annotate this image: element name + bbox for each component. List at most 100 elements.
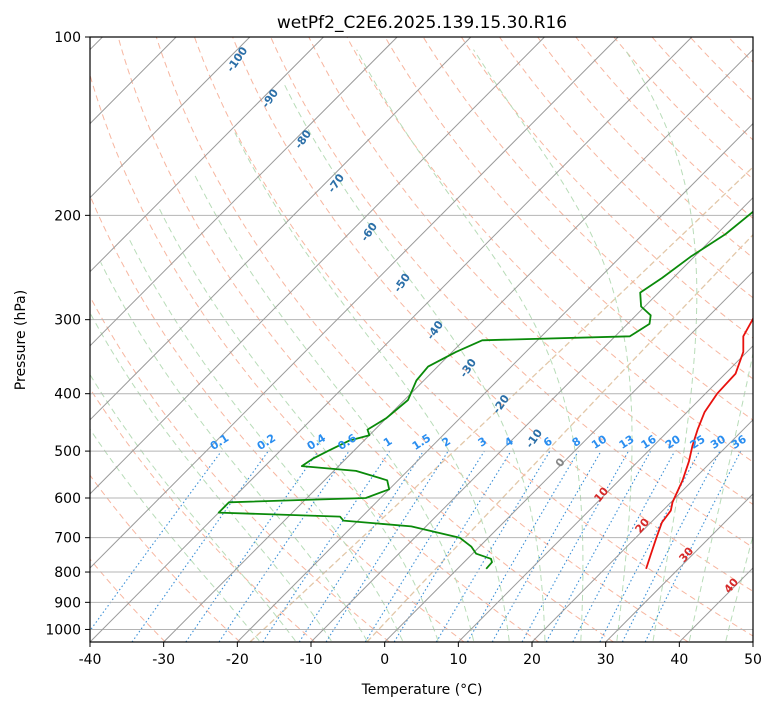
dry-adiabat-line <box>117 37 614 642</box>
plot-area: 0.1 0.2 0.4 0.6 1 1.5 2 3 4 6 8 10 13 16 20 25 30 36-100-… <box>45 30 775 668</box>
dry-adiabat-label: -20 <box>490 392 512 416</box>
dewpoint-profile-line <box>217 210 753 570</box>
mixing-ratio-label: 8 <box>570 435 584 450</box>
moist-adiabat-line <box>356 49 584 641</box>
dry-adiabat-line <box>90 474 241 642</box>
dry-adiabat-line <box>346 37 753 463</box>
mixing-ratio-line <box>435 450 551 642</box>
temperature-profile-line <box>645 316 753 570</box>
moist-adiabat-line <box>129 239 403 641</box>
dry-adiabat-line <box>90 387 316 642</box>
moist-adiabat-line <box>234 132 510 641</box>
dry-adiabat-line <box>651 37 753 141</box>
x-tick-label: 50 <box>744 652 762 668</box>
moist-adiabat-line <box>688 351 753 641</box>
dry-adiabat-line <box>90 295 390 642</box>
y-tick-label: 300 <box>54 313 81 329</box>
dry-adiabat-label: -60 <box>358 220 380 244</box>
y-tick-label: 100 <box>54 30 81 46</box>
dry-adiabat-line <box>727 37 753 63</box>
isotherm-gridline <box>90 37 398 347</box>
x-tick-label: -30 <box>152 652 175 668</box>
mixing-ratio-label: 30 <box>708 432 728 451</box>
plot-clip-group <box>90 37 775 642</box>
mixing-ratio-line <box>298 450 424 642</box>
isotherm-gridline <box>90 37 324 273</box>
isotherm-gridline <box>752 641 753 642</box>
mixing-ratio-label: 20 <box>663 432 683 451</box>
mixing-ratio-label: 0.1 <box>208 431 231 453</box>
dry-adiabat-line <box>194 37 753 637</box>
mixing-ratio-line <box>262 450 391 642</box>
dry-adiabat-line <box>384 37 753 421</box>
dry-adiabat-label: -30 <box>457 356 479 380</box>
dry-adiabat-label: -80 <box>292 127 314 151</box>
mixing-ratio-label: 2 <box>440 435 454 450</box>
isotherm-gridline <box>457 345 753 642</box>
moist-adiabat-label: 10 <box>591 484 611 504</box>
background-curve <box>366 233 753 642</box>
dry-adiabat-label: -70 <box>325 171 347 195</box>
isotherm-gridline <box>90 37 693 642</box>
moist-adiabat-line <box>100 262 368 642</box>
mixing-ratio-line <box>90 450 222 632</box>
dry-adiabat-line <box>689 37 753 102</box>
isotherm-gridline <box>163 48 753 642</box>
isotherm-gridline <box>90 37 251 199</box>
mixing-ratio-label: 13 <box>617 433 637 452</box>
y-tick-label: 1000 <box>45 622 81 638</box>
dry-adiabat-line <box>155 37 689 642</box>
isotherm-gridline <box>605 493 753 642</box>
x-tick-label: 20 <box>523 652 541 668</box>
y-tick-label: 800 <box>54 565 81 581</box>
isotherm-gridline <box>90 37 472 421</box>
background-curve <box>249 166 753 642</box>
moist-adiabat-label: 40 <box>721 575 741 595</box>
mixing-ratio-label: 36 <box>729 432 749 451</box>
mixing-ratio-label: 10 <box>589 432 609 451</box>
dry-adiabat-line <box>90 73 540 642</box>
mixing-ratio-label: 3 <box>476 435 490 450</box>
moist-adiabat-line <box>725 534 753 641</box>
moist-adiabat-line <box>90 311 332 642</box>
dry-adiabat-line <box>537 37 753 259</box>
y-tick-label: 500 <box>54 444 81 460</box>
x-tick-label: -10 <box>300 652 323 668</box>
mixing-ratio-label: 1.5 <box>410 431 433 453</box>
moist-adiabat-line <box>193 173 475 641</box>
x-tick-label: 0 <box>380 652 389 668</box>
isotherm-gridline <box>310 196 753 642</box>
moist-adiabat-line <box>90 428 260 642</box>
dry-adiabat-line <box>232 37 753 592</box>
mixing-ratio-line <box>393 450 512 642</box>
mixing-ratio-line <box>185 450 319 642</box>
moist-adiabat-line <box>473 49 633 641</box>
isotherm-gridline <box>90 37 545 495</box>
dry-adiabat-line <box>422 37 753 380</box>
isotherm-gridline <box>90 37 619 569</box>
y-tick-label: 600 <box>54 491 81 507</box>
x-tick-label: -40 <box>79 652 102 668</box>
moist-adiabat-label: 30 <box>676 544 696 564</box>
mixing-ratio-label: 25 <box>688 433 708 452</box>
x-axis-label: Temperature (°C) <box>361 682 483 698</box>
dry-adiabat-label: -40 <box>424 318 446 342</box>
y-tick-label: 400 <box>54 387 81 403</box>
moist-adiabat-label: 0 <box>553 455 568 469</box>
dry-adiabat-line <box>90 194 465 642</box>
dry-adiabat-label: -10 <box>523 426 545 450</box>
mixing-ratio-line <box>521 450 629 642</box>
y-tick-label: 200 <box>54 208 81 224</box>
mixing-ratio-line <box>572 450 676 642</box>
moist-adiabat-line <box>158 208 439 641</box>
y-tick-label: 700 <box>54 531 81 547</box>
x-tick-label: -20 <box>226 652 249 668</box>
chart-title: wetPf2_C2E6.2025.139.15.30.R16 <box>277 13 567 33</box>
y-tick-label: 900 <box>54 595 81 611</box>
dry-adiabat-line <box>613 37 753 180</box>
dry-adiabat-line <box>766 37 775 642</box>
isotherm-gridline <box>531 419 753 642</box>
mixing-ratio-line <box>621 450 721 642</box>
mixing-ratio-line <box>644 450 742 642</box>
